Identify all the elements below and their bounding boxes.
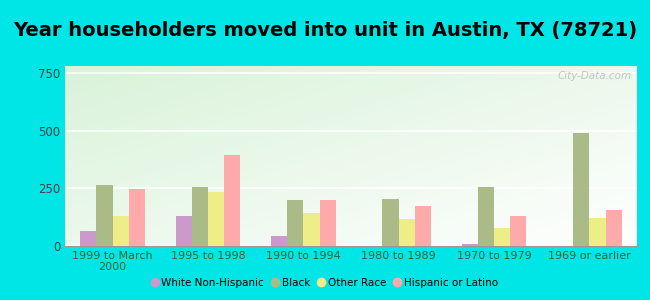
Bar — [176, 216, 192, 246]
Text: City-Data.com: City-Data.com — [557, 71, 631, 81]
Bar — [415, 206, 431, 246]
Bar — [304, 212, 320, 246]
Text: Year householders moved into unit in Austin, TX (78721): Year householders moved into unit in Aus… — [13, 21, 637, 40]
Bar — [590, 218, 606, 246]
Bar — [606, 210, 622, 246]
Bar — [462, 244, 478, 246]
Legend: White Non-Hispanic, Black, Other Race, Hispanic or Latino: White Non-Hispanic, Black, Other Race, H… — [148, 273, 502, 292]
Bar — [208, 192, 224, 246]
Bar — [96, 185, 112, 246]
Bar — [320, 200, 336, 246]
Bar — [573, 133, 590, 246]
Bar — [112, 216, 129, 246]
Bar — [129, 190, 145, 246]
Bar — [478, 187, 494, 246]
Bar — [287, 200, 304, 246]
Bar — [192, 187, 208, 246]
Bar — [510, 216, 526, 246]
Bar — [382, 199, 398, 246]
Bar — [224, 155, 240, 246]
Bar — [494, 227, 510, 246]
Bar — [271, 236, 287, 246]
Bar — [80, 231, 96, 246]
Bar — [398, 220, 415, 246]
